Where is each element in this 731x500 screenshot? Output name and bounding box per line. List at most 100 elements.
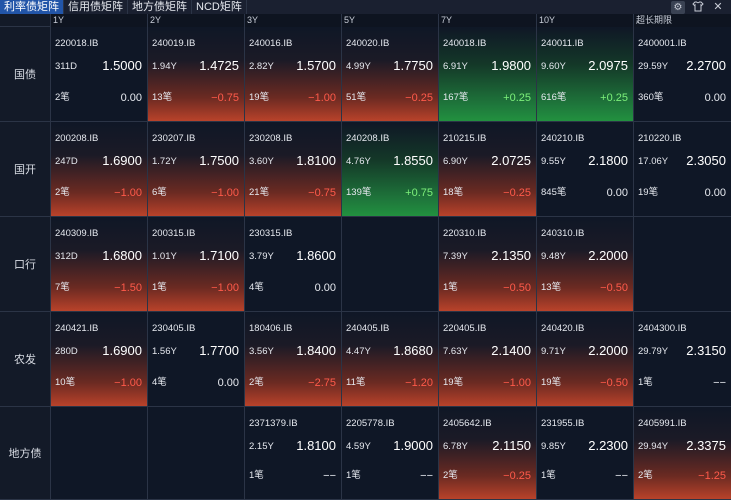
bond-cell[interactable]: 240019.IB 1.94Y 1.4725 13笔 −0.75 [147, 27, 244, 122]
bond-cell[interactable]: 2405642.IB 6.78Y 2.1150 2笔 −0.25 [438, 407, 536, 500]
trade-count: 2笔 [55, 92, 70, 103]
remaining-term: 3.56Y [249, 346, 274, 357]
tab-local-bond-matrix[interactable]: 地方债矩阵 [128, 0, 192, 14]
bond-cell[interactable]: 200315.IB 1.01Y 1.7100 1笔 −1.00 [147, 217, 244, 312]
bond-cell[interactable]: 240309.IB 312D 1.6800 7笔 −1.50 [50, 217, 147, 312]
bond-cell[interactable]: 230315.IB 3.79Y 1.8600 4笔 0.00 [244, 217, 341, 312]
trade-count: 19笔 [249, 92, 270, 103]
trade-count: 2笔 [55, 187, 70, 198]
yield-value: 1.6900 [102, 343, 142, 358]
yield-value: 1.9000 [393, 438, 433, 453]
bond-cell[interactable]: 240016.IB 2.82Y 1.5700 19笔 −1.00 [244, 27, 341, 122]
yield-change: −0.75 [211, 92, 239, 104]
remaining-term: 2.82Y [249, 61, 274, 72]
bond-cell[interactable]: 240011.IB 9.60Y 2.0975 616笔 +0.25 [536, 27, 633, 122]
bond-cell[interactable]: 2404300.IB 29.79Y 2.3150 1笔 −− [633, 312, 731, 407]
yield-value: 1.9800 [491, 58, 531, 73]
bond-code: 240016.IB [249, 38, 293, 49]
bond-cell[interactable]: 240210.IB 9.55Y 2.1800 845笔 0.00 [536, 122, 633, 217]
yield-change: −1.50 [114, 282, 142, 294]
bond-code: 200315.IB [152, 228, 196, 239]
trade-count: 7笔 [55, 282, 70, 293]
trade-count: 1笔 [152, 282, 167, 293]
gear-icon[interactable]: ⚙ [671, 0, 685, 14]
empty-cell [341, 217, 438, 312]
bond-code: 240421.IB [55, 323, 99, 334]
column-header: 10Y [536, 14, 633, 27]
empty-cell [50, 407, 147, 500]
tab-ncd-matrix[interactable]: NCD矩阵 [192, 0, 247, 14]
bond-cell[interactable]: 240420.IB 9.71Y 2.2000 19笔 −0.50 [536, 312, 633, 407]
yield-change: +0.75 [405, 187, 433, 199]
bond-cell[interactable]: 180406.IB 3.56Y 1.8400 2笔 −2.75 [244, 312, 341, 407]
close-icon[interactable]: ✕ [713, 0, 723, 13]
trade-count: 4笔 [249, 282, 264, 293]
bond-cell[interactable]: 231955.IB 9.85Y 2.2300 1笔 −− [536, 407, 633, 500]
bond-code: 2405991.IB [638, 418, 687, 429]
yield-change: 0.00 [704, 187, 726, 199]
tab-rate-bond-matrix[interactable]: 利率债矩阵 [0, 0, 64, 14]
bond-cell[interactable]: 240310.IB 9.48Y 2.2000 13笔 −0.50 [536, 217, 633, 312]
yield-change: −0.75 [308, 187, 336, 199]
yield-change: −1.00 [114, 377, 142, 389]
bond-code: 2405642.IB [443, 418, 492, 429]
bond-code: 240011.IB [541, 38, 584, 49]
bond-code: 240310.IB [541, 228, 585, 239]
bond-cell[interactable]: 210215.IB 6.90Y 2.0725 18笔 −0.25 [438, 122, 536, 217]
yield-value: 1.8100 [296, 153, 336, 168]
yield-value: 2.3375 [686, 438, 726, 453]
yield-change: −− [615, 470, 628, 482]
bond-cell[interactable]: 200208.IB 247D 1.6900 2笔 −1.00 [50, 122, 147, 217]
bond-code: 240309.IB [55, 228, 99, 239]
bond-cell[interactable]: 240421.IB 280D 1.6900 10笔 −1.00 [50, 312, 147, 407]
yield-value: 1.7700 [199, 343, 239, 358]
remaining-term: 4.76Y [346, 156, 371, 167]
bond-cell[interactable]: 210220.IB 17.06Y 2.3050 19笔 0.00 [633, 122, 731, 217]
bond-code: 240019.IB [152, 38, 196, 49]
remaining-term: 29.79Y [638, 346, 669, 357]
yield-value: 2.0725 [491, 153, 531, 168]
bond-cell[interactable]: 220310.IB 7.39Y 2.1350 1笔 −0.50 [438, 217, 536, 312]
bond-code: 2371379.IB [249, 418, 298, 429]
bond-cell[interactable]: 2400001.IB 29.59Y 2.2700 360笔 0.00 [633, 27, 731, 122]
remaining-term: 4.99Y [346, 61, 371, 72]
yield-change: −1.20 [405, 377, 433, 389]
bond-code: 240208.IB [346, 133, 390, 144]
yield-value: 2.2000 [588, 343, 628, 358]
yield-change: −− [420, 470, 433, 482]
tab-credit-bond-matrix[interactable]: 信用债矩阵 [64, 0, 128, 14]
bond-code: 220310.IB [443, 228, 487, 239]
yield-change: 0.00 [314, 282, 336, 294]
bond-cell[interactable]: 230405.IB 1.56Y 1.7700 4笔 0.00 [147, 312, 244, 407]
empty-cell [633, 217, 731, 312]
remaining-term: 7.39Y [443, 251, 468, 262]
remaining-term: 1.72Y [152, 156, 177, 167]
bond-cell[interactable]: 2205778.IB 4.59Y 1.9000 1笔 −− [341, 407, 438, 500]
bond-cell[interactable]: 230208.IB 3.60Y 1.8100 21笔 −0.75 [244, 122, 341, 217]
column-header: 2Y [147, 14, 244, 27]
remaining-term: 1.01Y [152, 251, 177, 262]
trade-count: 18笔 [443, 187, 464, 198]
bond-cell[interactable]: 220018.IB 311D 1.5000 2笔 0.00 [50, 27, 147, 122]
bond-cell[interactable]: 220405.IB 7.63Y 2.1400 19笔 −1.00 [438, 312, 536, 407]
bond-cell[interactable]: 240208.IB 4.76Y 1.8550 139笔 +0.75 [341, 122, 438, 217]
bond-cell[interactable]: 240405.IB 4.47Y 1.8680 11笔 −1.20 [341, 312, 438, 407]
bond-cell[interactable]: 2371379.IB 2.15Y 1.8100 1笔 −− [244, 407, 341, 500]
bond-code: 240020.IB [346, 38, 390, 49]
remaining-term: 280D [55, 346, 78, 357]
bond-cell[interactable]: 240018.IB 6.91Y 1.9800 167笔 +0.25 [438, 27, 536, 122]
yield-change: −0.50 [600, 282, 628, 294]
bond-code: 240420.IB [541, 323, 585, 334]
bond-cell[interactable]: 2405991.IB 29.94Y 2.3375 2笔 −1.25 [633, 407, 731, 500]
yield-value: 1.8680 [393, 343, 433, 358]
column-header: 3Y [244, 14, 341, 27]
yield-value: 1.7100 [199, 248, 239, 263]
theme-icon[interactable] [691, 0, 705, 14]
remaining-term: 4.59Y [346, 441, 371, 452]
bond-code: 220405.IB [443, 323, 487, 334]
bond-cell[interactable]: 240020.IB 4.99Y 1.7750 51笔 −0.25 [341, 27, 438, 122]
bond-cell[interactable]: 230207.IB 1.72Y 1.7500 6笔 −1.00 [147, 122, 244, 217]
yield-value: 2.3050 [686, 153, 726, 168]
trade-count: 1笔 [249, 470, 264, 481]
yield-change: −1.25 [698, 470, 726, 482]
